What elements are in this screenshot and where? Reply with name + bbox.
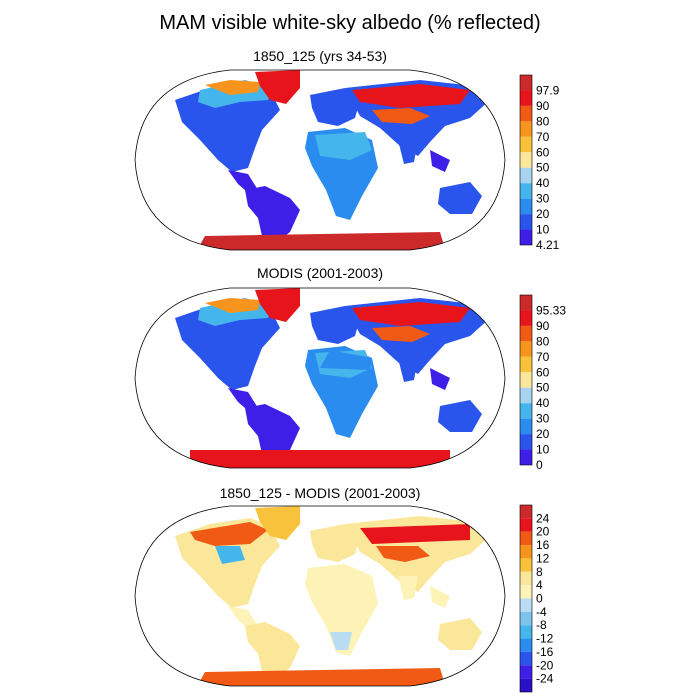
colorbar-swatch [520,167,532,184]
colorbar-swatch [520,356,532,373]
colorbar-tick-label: 16 [536,538,550,552]
colorbar-swatch [520,121,532,137]
colorbar-swatch [520,449,532,465]
colorbar-tick-label: 20 [536,207,550,221]
colorbar-swatch [520,75,532,91]
map-1850-125 [134,69,506,251]
colorbar-tick-label: -16 [536,645,554,659]
colorbar-swatch [520,625,532,639]
colorbar-swatch [520,295,532,311]
colorbar-tick-label: 20 [536,525,550,539]
colorbar-tick-label: 70 [536,350,550,364]
colorbar-tick-label: 90 [536,319,550,333]
panel-2-title: MODIS (2001-2003) [256,265,384,281]
colorbar-tick-label: 80 [536,114,550,128]
colorbar-tick-label: 12 [536,551,550,565]
panel-3-title: 1850_125 - MODIS (2001-2003) [219,485,421,501]
colorbar-tick-label: -20 [536,658,554,672]
map-modis [134,287,506,469]
colorbar-swatch [520,152,532,168]
panel-1-title: 1850_125 (yrs 34-53) [253,48,387,64]
colorbar-tick-label: 40 [536,176,550,190]
colorbar-swatch [520,136,532,153]
colorbar-swatch [520,598,532,612]
colorbar-swatch [520,341,532,357]
colorbar-swatch [520,651,532,666]
colorbar-frame [519,74,533,246]
colorbar-tick-label: 70 [536,130,550,144]
colorbar-tick-label: -24 [536,672,554,686]
map-difference [134,505,506,687]
colorbar-swatch [520,214,532,230]
colorbar-swatch [520,105,532,122]
colorbar-tick-label: 90 [536,99,550,113]
colorbar-swatch [520,611,532,626]
colorbar-swatch [520,558,532,572]
colorbar-tick-label: 0 [536,592,543,606]
colorbar-swatch [520,325,532,342]
colorbar-swatch [520,418,532,435]
colorbar-tick-label: 95.33 [536,303,566,317]
colorbar-swatch [520,571,532,586]
colorbar-swatch [520,229,532,245]
colorbar-tick-label: 30 [536,412,550,426]
colorbar-swatch [520,678,532,692]
colorbar-swatch [520,183,532,199]
colorbar-swatch [520,665,532,679]
colorbar-swatch [520,434,532,450]
colorbar-tick-label: 40 [536,396,550,410]
colorbar-tick-label: 97.9 [536,83,560,97]
colorbar-frame [519,294,533,466]
colorbar-swatch [520,505,532,519]
colorbar-tick-label: -4 [536,605,547,619]
colorbar-swatch [520,545,532,559]
colorbar-tick-label: -12 [536,632,554,646]
colorbar-swatch [520,372,532,388]
figure-title: MAM visible white-sky albedo (% reflecte… [159,12,541,34]
colorbar-tick-label: 60 [536,365,550,379]
colorbar-swatch [520,310,532,326]
colorbar-swatch [520,638,532,652]
colorbar-swatch [520,518,532,532]
colorbar-frame [519,504,533,693]
colorbar-tick-label: -8 [536,618,547,632]
colorbar-swatch [520,403,532,419]
colorbar-tick-label: 8 [536,565,543,579]
colorbar-tick-label: 24 [536,511,550,525]
colorbar-tick-label: 4 [536,578,543,592]
colorbar-tick-label: 4.21 [536,238,560,252]
colorbar-swatch [520,198,532,215]
colorbar-tick-label: 20 [536,427,550,441]
colorbar-tick-label: 30 [536,192,550,206]
colorbar-tick-label: 50 [536,161,550,175]
colorbar-tick-label: 80 [536,334,550,348]
colorbar-swatch [520,531,532,546]
colorbar-tick-label: 60 [536,145,550,159]
colorbar-tick-label: 10 [536,223,550,237]
colorbar-tick-label: 0 [536,458,543,472]
colorbar-swatch [520,387,532,404]
colorbar-tick-label: 50 [536,381,550,395]
colorbar-swatch [520,90,532,106]
colorbar-swatch [520,585,532,599]
colorbar-tick-label: 10 [536,443,550,457]
